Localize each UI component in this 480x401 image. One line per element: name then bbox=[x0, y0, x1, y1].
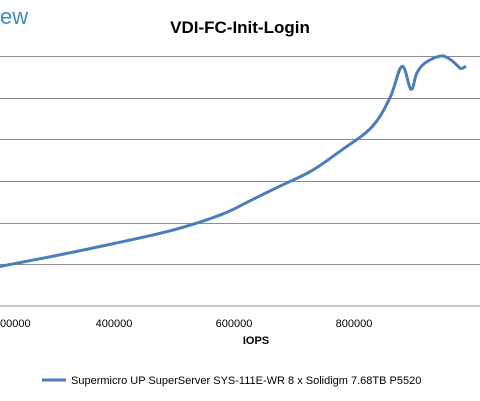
series-line-1 bbox=[0, 54, 467, 268]
x-tick-label-400000: 400000 bbox=[96, 318, 133, 330]
legend: Supermicro UP SuperServer SYS-111E-WR 8 … bbox=[42, 375, 421, 387]
x-tick-label-600000: 600000 bbox=[216, 318, 253, 330]
x-axis-label: IOPS bbox=[243, 335, 269, 347]
x-tick-labels: 00000 400000 600000 800000 bbox=[0, 318, 372, 330]
legend-label: Supermicro UP SuperServer SYS-111E-WR 8 … bbox=[71, 375, 421, 387]
x-tick-label-800000: 800000 bbox=[336, 318, 373, 330]
chart-title: VDI-FC-Init-Login bbox=[170, 18, 310, 37]
series-group bbox=[0, 54, 467, 268]
x-tick-label-partial: 00000 bbox=[0, 318, 31, 330]
gridlines bbox=[0, 56, 480, 265]
logo-text: ew bbox=[0, 4, 28, 29]
